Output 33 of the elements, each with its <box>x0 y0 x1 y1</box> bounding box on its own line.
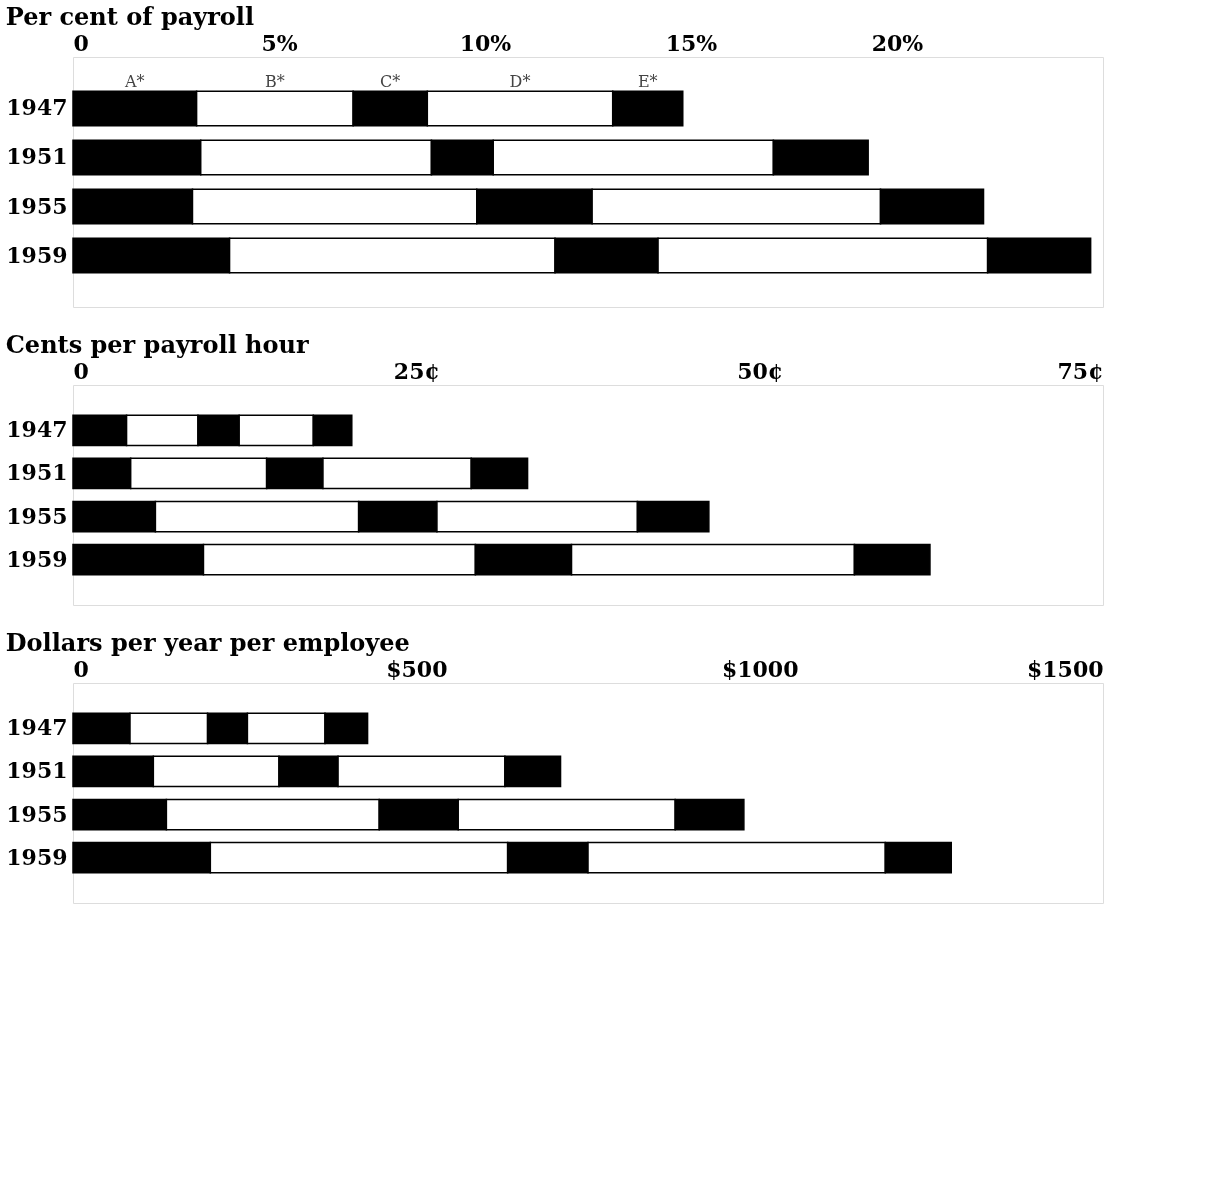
x-tick-label: 20% <box>871 29 924 56</box>
chart-title: Cents per payroll hour <box>5 330 310 359</box>
x-tick-label: $1000 <box>721 655 799 682</box>
x-tick-label: 15% <box>665 29 718 56</box>
series-label: C* <box>380 72 401 92</box>
x-tick-label: 5% <box>261 29 298 56</box>
y-tick-label: 1959 <box>6 241 68 268</box>
y-tick-label: 1947 <box>6 94 68 121</box>
y-tick-label: 1947 <box>6 714 68 741</box>
chart-title: Per cent of payroll <box>5 2 255 31</box>
y-tick-label: 1951 <box>6 757 68 784</box>
y-tick-label: 1959 <box>6 545 68 572</box>
y-tick-label: 1947 <box>6 416 68 443</box>
x-tick-label: 0 <box>73 29 89 56</box>
y-tick-label: 1955 <box>6 502 68 529</box>
series-label: D* <box>509 72 531 92</box>
y-tick-label: 1959 <box>6 843 68 870</box>
x-tick-label: 0 <box>73 655 89 682</box>
y-tick-label: 1955 <box>6 192 68 219</box>
y-tick-label: 1951 <box>6 459 68 486</box>
x-tick-label: $1500 <box>1026 655 1104 682</box>
x-tick-label: 10% <box>459 29 512 56</box>
x-tick-label: 0 <box>73 357 89 384</box>
series-label: E* <box>637 72 658 92</box>
y-tick-label: 1955 <box>6 800 68 827</box>
series-label: A* <box>124 72 145 92</box>
x-tick-label: 50¢ <box>737 357 784 384</box>
x-tick-label: 25¢ <box>393 357 440 384</box>
x-tick-label: $500 <box>386 655 448 682</box>
series-label: B* <box>265 72 285 92</box>
x-tick-label: 75¢ <box>1057 357 1104 384</box>
chart-title: Dollars per year per employee <box>5 628 410 657</box>
y-tick-label: 1951 <box>6 143 68 170</box>
